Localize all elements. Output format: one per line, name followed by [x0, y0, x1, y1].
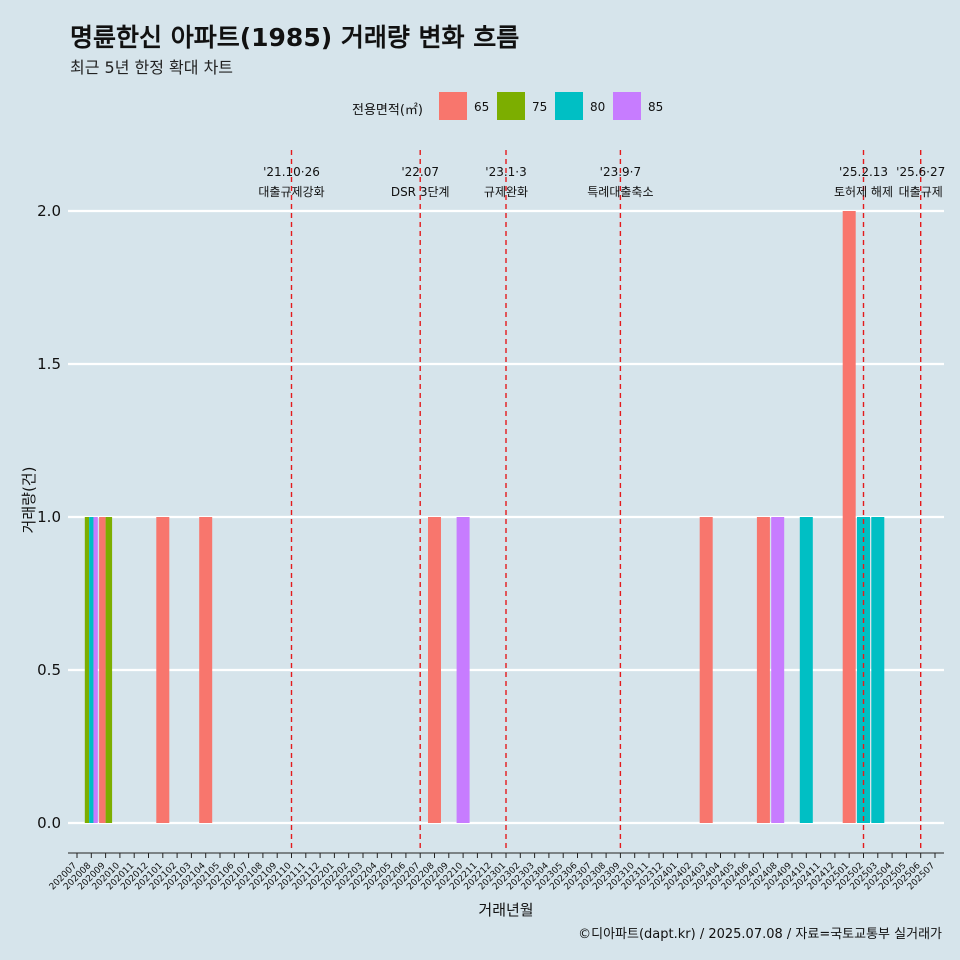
bar-202009-75	[105, 517, 113, 823]
legend-label-80: 80	[590, 100, 606, 114]
legend-label-65: 65	[474, 100, 490, 114]
event-text-label: DSR 3단계	[391, 185, 450, 199]
legend-swatch-80	[555, 92, 583, 120]
caption: ©디아파트(dapt.kr) / 2025.07.08 / 자료=국토교통부 실…	[578, 927, 942, 942]
event-date-label: '25.6·27	[896, 165, 945, 179]
event-date-label: '23.9·7	[600, 165, 641, 179]
y-tick-label: 0.0	[37, 814, 61, 832]
y-tick-label: 2.0	[37, 202, 61, 220]
bar-202008-80	[89, 517, 94, 823]
event-date-label: '21.10·26	[263, 165, 320, 179]
bar-202407-65	[756, 517, 770, 823]
y-tick-label: 1.0	[37, 508, 61, 526]
event-date-label: '22.07	[401, 165, 439, 179]
legend-label-85: 85	[648, 100, 664, 114]
bar-202101-65	[156, 517, 170, 823]
legend-label-75: 75	[532, 100, 548, 114]
bar-202501-65	[842, 211, 856, 823]
y-tick-label: 0.5	[37, 661, 61, 679]
event-text-label: 대출규제	[899, 185, 943, 199]
bar-202503-80	[871, 517, 885, 823]
legend-swatch-65	[439, 92, 467, 120]
chart-title: 명륜한신 아파트(1985) 거래량 변화 흐름	[70, 23, 520, 52]
bar-202403-65	[699, 517, 713, 823]
bar-202502-80	[857, 517, 870, 823]
event-text-label: 대출규제강화	[258, 185, 324, 199]
event-text-label: 토허제 해제	[834, 185, 893, 199]
y-axis-title: 거래량(건)	[20, 467, 38, 534]
bar-202408-85	[771, 517, 785, 823]
bar-202104-65	[199, 517, 213, 823]
event-date-label: '25.2.13	[839, 165, 888, 179]
legend-swatch-75	[497, 92, 525, 120]
legend-swatch-85	[613, 92, 641, 120]
event-date-label: '23.1·3	[485, 165, 526, 179]
bar-202008-85	[93, 517, 98, 823]
chart-subtitle: 최근 5년 한정 확대 차트	[70, 58, 234, 77]
legend: 전용면적(㎡) 65 75 80 85	[0, 92, 960, 122]
event-text-label: 규제완화	[484, 185, 528, 199]
bar-202208-65	[428, 517, 441, 823]
y-tick-label: 1.5	[37, 355, 61, 373]
legend-title: 전용면적(㎡)	[352, 103, 423, 118]
bar-202008-75	[84, 517, 90, 823]
bar-202410-80	[799, 517, 813, 823]
event-text-label: 특례대출축소	[587, 185, 653, 199]
bar-202009-65	[99, 517, 106, 823]
x-axis-title: 거래년월	[478, 901, 533, 919]
bar-202210-85	[456, 517, 470, 823]
